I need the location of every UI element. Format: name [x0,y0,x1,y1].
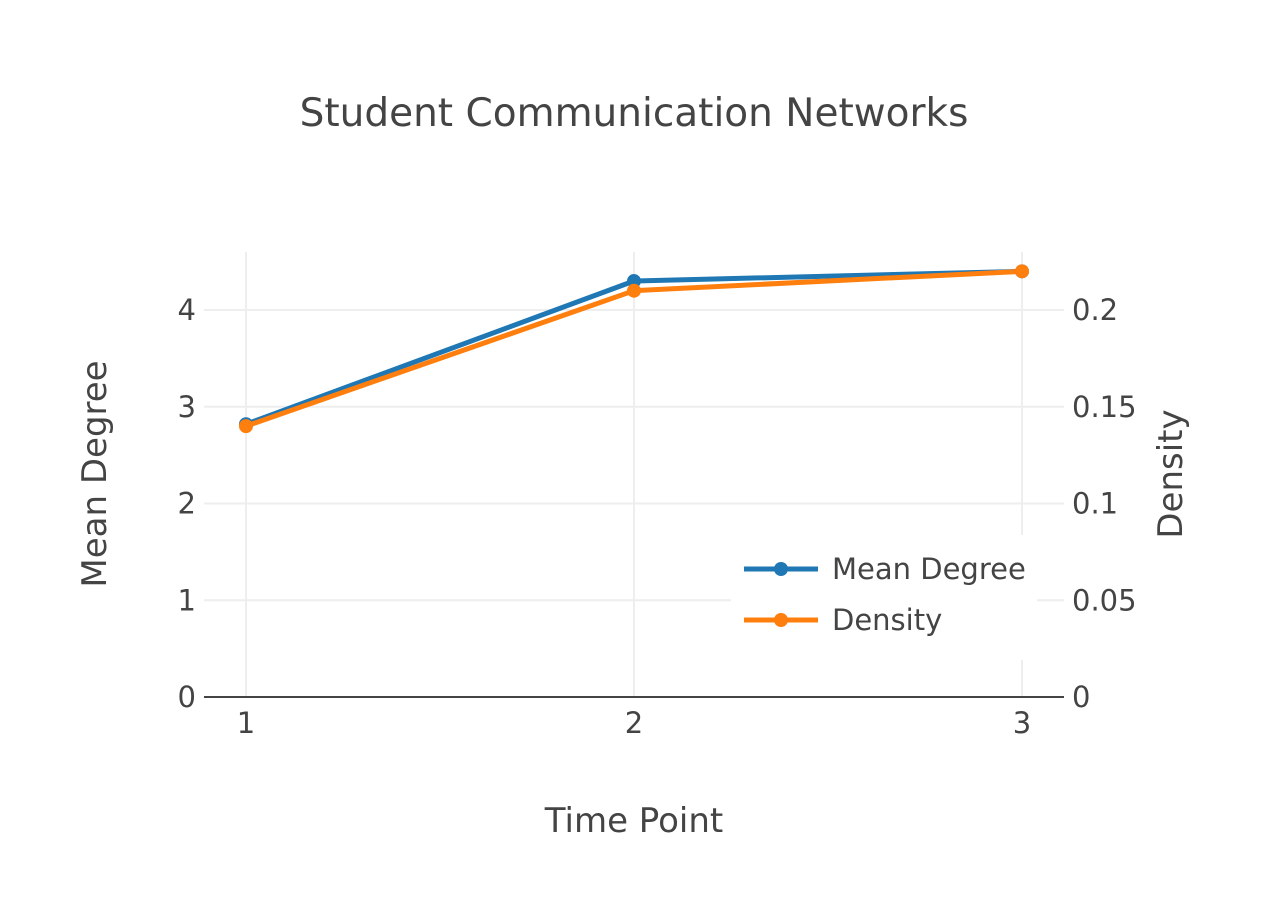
y2-axis-title: Density [1151,409,1191,538]
legend-marker [774,613,788,627]
legend-marker [774,562,788,576]
y-tick-label: 2 [178,487,196,521]
legend-label[interactable]: Density [832,603,942,637]
y2-tick-label: 0.2 [1072,293,1118,327]
y2-tick-label: 0.05 [1072,583,1137,617]
data-point[interactable] [627,283,641,298]
y-tick-label: 3 [178,390,196,424]
series-layer [239,264,1029,434]
x-tick-label: 3 [1013,706,1031,740]
data-point[interactable] [239,419,253,434]
legend[interactable]: Mean Degree Density [731,535,1037,660]
x-tick-label: 2 [625,706,643,740]
axis-layer: 1 2 3 0 1 2 3 4 0 0.05 0.1 0.15 0.2 [178,293,1137,740]
y2-tick-label: 0 [1072,680,1090,714]
y2-tick-label: 0.1 [1072,487,1118,521]
data-point[interactable] [627,274,641,289]
y-tick-label: 0 [178,680,196,714]
y-tick-label: 4 [178,293,196,327]
y-tick-label: 1 [178,583,196,617]
grid-layer [204,252,1064,697]
legend-label[interactable]: Mean Degree [832,552,1026,586]
x-tick-label: 1 [237,706,255,740]
y-axis-title: Mean Degree [75,360,115,587]
y2-tick-label: 0.15 [1072,390,1137,424]
chart-title: Student Communication Networks [300,91,969,136]
x-axis-title: Time Point [544,801,723,841]
legend-background [731,535,1037,660]
data-point[interactable] [1015,264,1029,279]
